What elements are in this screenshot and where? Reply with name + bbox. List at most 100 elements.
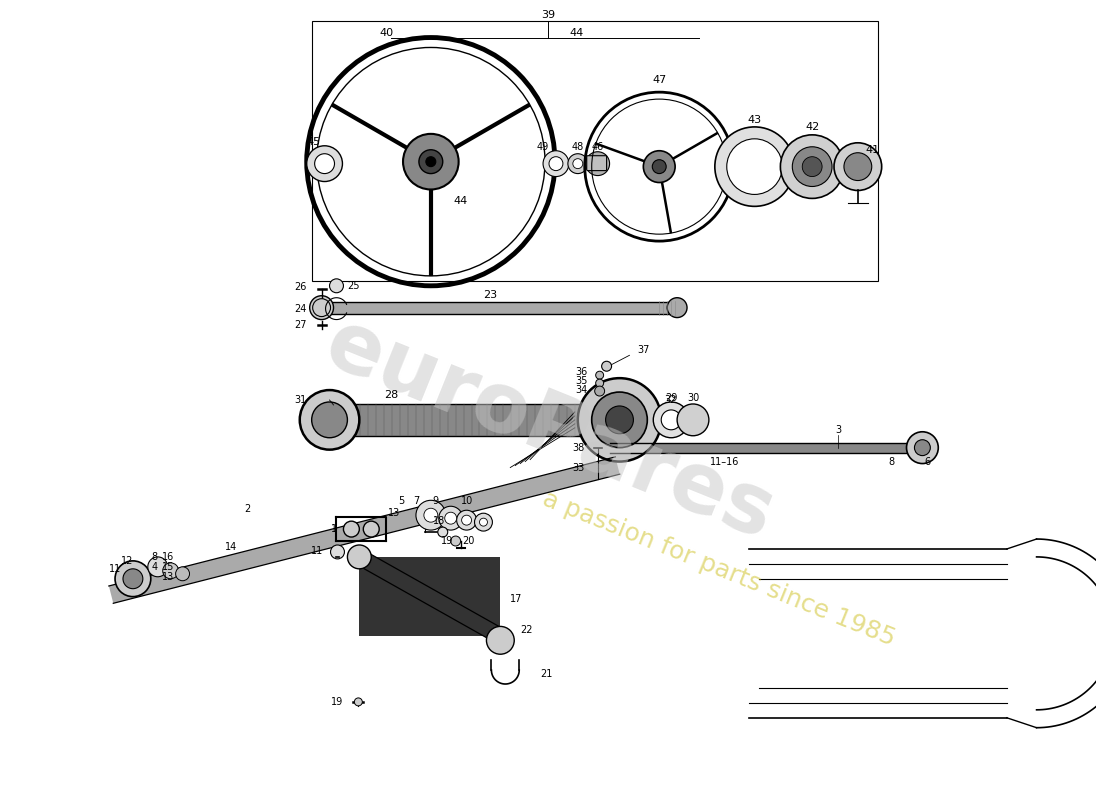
Circle shape	[456, 510, 476, 530]
Circle shape	[307, 146, 342, 182]
Circle shape	[348, 545, 372, 569]
Text: 10: 10	[461, 496, 473, 506]
Circle shape	[451, 536, 461, 546]
Bar	[360, 557, 500, 636]
Text: 23: 23	[483, 290, 497, 300]
Circle shape	[549, 157, 563, 170]
Circle shape	[444, 512, 456, 524]
Circle shape	[715, 127, 794, 206]
Circle shape	[652, 160, 667, 174]
Text: 11: 11	[109, 564, 121, 574]
Text: 40: 40	[379, 27, 393, 38]
Text: 36: 36	[575, 367, 587, 377]
Circle shape	[780, 135, 844, 198]
Circle shape	[573, 158, 583, 169]
Circle shape	[596, 379, 604, 387]
Circle shape	[315, 154, 334, 174]
Circle shape	[585, 152, 609, 175]
Text: 43: 43	[748, 115, 761, 125]
Text: 16: 16	[163, 552, 175, 562]
Circle shape	[299, 390, 360, 450]
Text: 8: 8	[889, 457, 894, 466]
Text: 30: 30	[686, 393, 700, 403]
Circle shape	[176, 567, 189, 581]
Circle shape	[668, 298, 688, 318]
Circle shape	[727, 139, 782, 194]
Circle shape	[661, 410, 681, 430]
Circle shape	[354, 698, 362, 706]
Text: 19: 19	[331, 697, 343, 707]
Text: 39: 39	[541, 10, 556, 20]
Text: 3: 3	[835, 425, 842, 434]
Circle shape	[792, 146, 832, 186]
Circle shape	[403, 134, 459, 190]
Circle shape	[363, 521, 379, 537]
Text: 5: 5	[398, 496, 404, 506]
Text: 45: 45	[307, 137, 321, 147]
Circle shape	[147, 557, 167, 577]
Circle shape	[474, 514, 493, 531]
Text: 14: 14	[224, 542, 238, 552]
Text: 13: 13	[388, 508, 400, 518]
Text: 49: 49	[537, 142, 549, 152]
Circle shape	[834, 142, 882, 190]
Bar	[311, 21, 878, 281]
Text: 6: 6	[924, 457, 931, 466]
Circle shape	[439, 506, 463, 530]
Text: 42: 42	[805, 122, 820, 132]
Text: 24: 24	[295, 304, 307, 314]
Text: 32: 32	[664, 395, 676, 405]
Circle shape	[678, 404, 708, 436]
Text: 25: 25	[348, 281, 360, 290]
Circle shape	[596, 371, 604, 379]
Text: 44: 44	[453, 196, 468, 206]
Circle shape	[595, 386, 605, 396]
Circle shape	[906, 432, 938, 463]
Circle shape	[802, 157, 822, 177]
Text: 31: 31	[295, 395, 307, 405]
Circle shape	[343, 521, 360, 537]
Text: 13: 13	[163, 572, 175, 582]
Text: 12: 12	[121, 556, 133, 566]
Circle shape	[116, 561, 151, 597]
Text: 44: 44	[570, 27, 584, 38]
Text: 20: 20	[462, 536, 475, 546]
Circle shape	[602, 362, 612, 371]
Circle shape	[480, 518, 487, 526]
Text: 35: 35	[575, 376, 587, 386]
Circle shape	[416, 500, 446, 530]
Circle shape	[568, 154, 587, 174]
Circle shape	[486, 626, 515, 654]
Text: a passion for parts since 1985: a passion for parts since 1985	[539, 487, 899, 650]
Text: 46: 46	[592, 142, 604, 152]
Text: 33: 33	[572, 462, 585, 473]
Circle shape	[438, 527, 448, 537]
Text: 27: 27	[294, 319, 307, 330]
Text: 2: 2	[244, 504, 250, 514]
Text: 28: 28	[384, 390, 398, 400]
Text: 4: 4	[152, 562, 157, 572]
Text: 48: 48	[572, 142, 584, 152]
Text: 19: 19	[441, 536, 453, 546]
Text: 11: 11	[311, 546, 323, 556]
Circle shape	[653, 402, 689, 438]
Circle shape	[312, 298, 330, 317]
Circle shape	[578, 378, 661, 462]
Polygon shape	[355, 550, 504, 643]
Circle shape	[311, 402, 348, 438]
Circle shape	[606, 406, 634, 434]
Text: 34: 34	[575, 385, 587, 395]
Text: 17: 17	[510, 594, 522, 604]
Circle shape	[310, 296, 333, 319]
Text: 22: 22	[520, 626, 532, 635]
Circle shape	[644, 150, 675, 182]
Text: 26: 26	[295, 282, 307, 292]
FancyBboxPatch shape	[586, 156, 606, 170]
Text: 41: 41	[866, 145, 880, 154]
Circle shape	[419, 150, 442, 174]
Circle shape	[424, 508, 438, 522]
Polygon shape	[109, 457, 619, 603]
Circle shape	[543, 150, 569, 177]
Circle shape	[330, 279, 343, 293]
Text: 11–16: 11–16	[711, 457, 739, 466]
